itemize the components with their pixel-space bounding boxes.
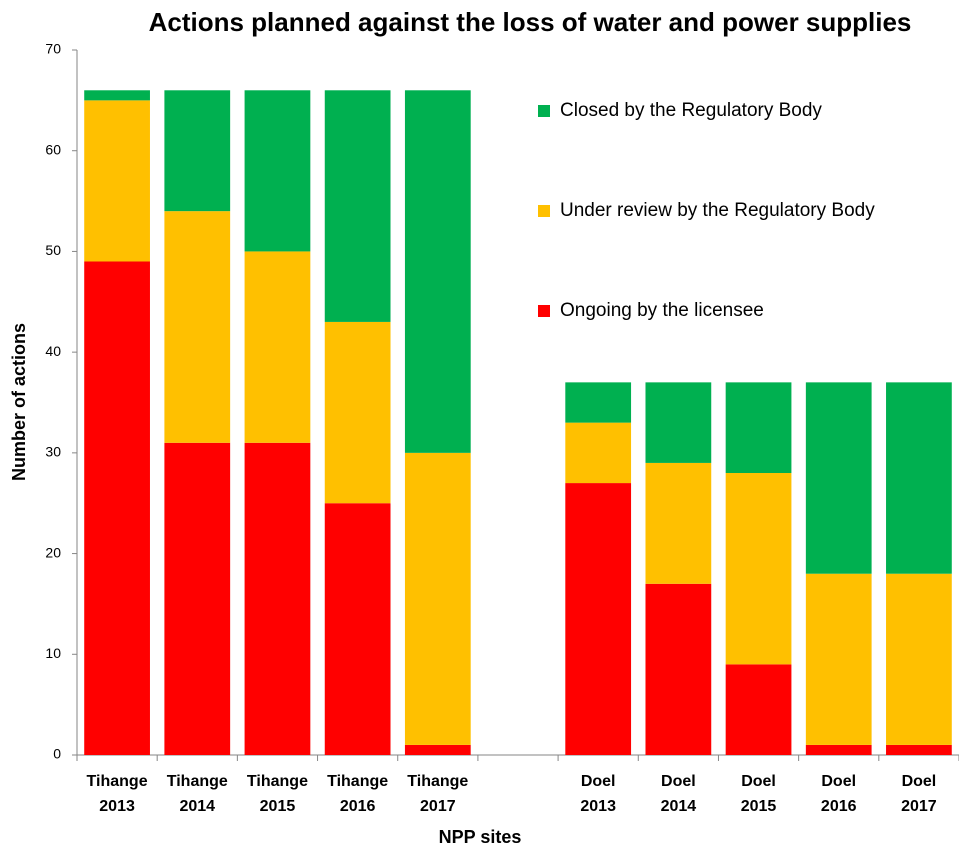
bar-segment [565,382,632,423]
x-tick-label: Tihange 2015 [246,773,308,815]
y-tick-label: 70 [45,41,61,57]
bar-segment [565,422,632,484]
x-tick-label: Tihange 2014 [166,773,228,815]
y-tick-label: 40 [45,343,61,359]
bar-segment [645,583,712,755]
bar-segment [645,382,712,463]
bar-segment [404,744,471,755]
bar-segment [84,100,150,262]
x-tick-label: Doel 2015 [740,773,777,815]
y-tick-label: 0 [53,746,61,762]
bar-segment [244,251,311,443]
y-tick-label: 50 [45,242,61,258]
y-tick-label: 20 [45,544,61,560]
bar-segment [244,442,311,755]
x-tick-label: Tihange 2016 [327,773,389,815]
bar-segment [324,503,391,755]
y-tick-label: 60 [45,141,61,157]
y-axis-title: Number of actions [9,323,29,481]
bar-segment [404,90,471,453]
bar-segment [725,473,792,665]
y-tick-label: 10 [45,645,61,661]
y-tick-label: 30 [45,444,61,460]
bar-segment [645,462,712,584]
chart-title: Actions planned against the loss of wate… [149,7,912,37]
bar-segment [324,321,391,504]
bar-segment [886,382,952,574]
x-tick-label: Doel 2013 [580,773,616,815]
bar-segment [164,90,231,212]
legend-label: Ongoing by the licensee [560,300,764,321]
bar-segment [805,573,872,745]
bar-segment [404,452,471,745]
bar-segment [164,211,231,443]
x-tick-label: Tihange 2017 [407,773,469,815]
bar-segment [565,483,632,755]
bar-segment [324,90,391,322]
bar-segment [725,664,792,755]
bar-segment [805,744,872,755]
legend-label: Closed by the Regulatory Body [560,100,822,121]
bar-segment [84,90,150,101]
legend-label: Under review by the Regulatory Body [560,200,875,221]
bar-segment [164,442,231,755]
x-tick-label: Doel 2016 [820,773,857,815]
x-tick-label: Tihange 2013 [86,773,148,815]
x-tick-label: Doel 2017 [901,773,937,815]
bar-segment [886,744,952,755]
legend-swatch [538,205,550,217]
bar-segment [805,382,872,574]
bar-segment [725,382,792,473]
legend-swatch [538,305,550,317]
x-tick-label: Doel 2014 [660,773,697,815]
bar-segment [84,261,150,755]
bar-segment [244,90,311,252]
legend-swatch [538,105,550,117]
x-axis-title: NPP sites [439,827,522,847]
bar-segment [886,573,952,745]
